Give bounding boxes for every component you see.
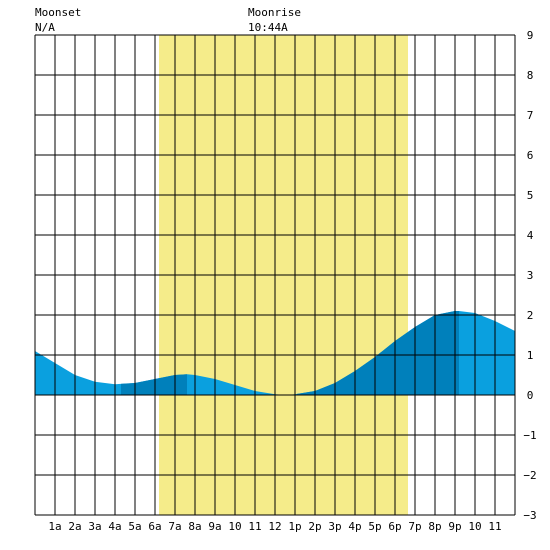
x-tick-label: 11	[248, 520, 261, 533]
x-tick-label: 9a	[208, 520, 221, 533]
y-tick-label: 9	[527, 29, 534, 42]
moonrise-value: 10:44A	[248, 21, 288, 34]
x-tick-label: 8a	[188, 520, 201, 533]
x-tick-label: 10	[468, 520, 481, 533]
x-tick-label: 10	[228, 520, 241, 533]
x-tick-label: 1p	[288, 520, 301, 533]
x-tick-label: 9p	[448, 520, 461, 533]
y-tick-label: 0	[527, 389, 534, 402]
y-tick-label: 1	[527, 349, 534, 362]
x-tick-label: 3a	[88, 520, 101, 533]
grid-lines	[34, 34, 516, 516]
x-tick-label: 11	[488, 520, 501, 533]
x-tick-labels: 1a 2a 3a 4a 5a 6a 7a 8a 9a 10 11 12 1p 2p 3p 4p 5p 6p 7p 8p…	[48, 520, 501, 533]
y-tick-label: −3	[523, 509, 536, 522]
x-tick-label: 7a	[168, 520, 181, 533]
x-tick-label: 5a	[128, 520, 141, 533]
x-tick-label: 7p	[408, 520, 421, 533]
x-tick-label: 6p	[388, 520, 401, 533]
y-tick-label: 7	[527, 109, 534, 122]
x-tick-label: 2a	[68, 520, 81, 533]
y-tick-label: −2	[523, 469, 536, 482]
y-tick-label: 2	[527, 309, 534, 322]
x-tick-label: 6a	[148, 520, 161, 533]
y-tick-label: 5	[527, 189, 534, 202]
x-tick-label: 4a	[108, 520, 121, 533]
y-tick-label: 3	[527, 269, 534, 282]
moonset-label: Moonset	[35, 6, 81, 19]
x-tick-label: 8p	[428, 520, 441, 533]
moonset-value: N/A	[35, 21, 55, 34]
moonrise-label: Moonrise	[248, 6, 301, 19]
x-tick-label: 2p	[308, 520, 321, 533]
x-tick-label: 5p	[368, 520, 381, 533]
x-tick-label: 4p	[348, 520, 361, 533]
y-tick-label: 6	[527, 149, 534, 162]
y-tick-labels: 9 8 7 6 5 4 3 2 1 0 −1 −2 −3	[523, 29, 536, 522]
y-tick-label: 4	[527, 229, 534, 242]
x-tick-label: 1a	[48, 520, 61, 533]
y-tick-label: −1	[523, 429, 536, 442]
y-tick-label: 8	[527, 69, 534, 82]
x-tick-label: 12	[268, 520, 281, 533]
x-tick-label: 3p	[328, 520, 341, 533]
